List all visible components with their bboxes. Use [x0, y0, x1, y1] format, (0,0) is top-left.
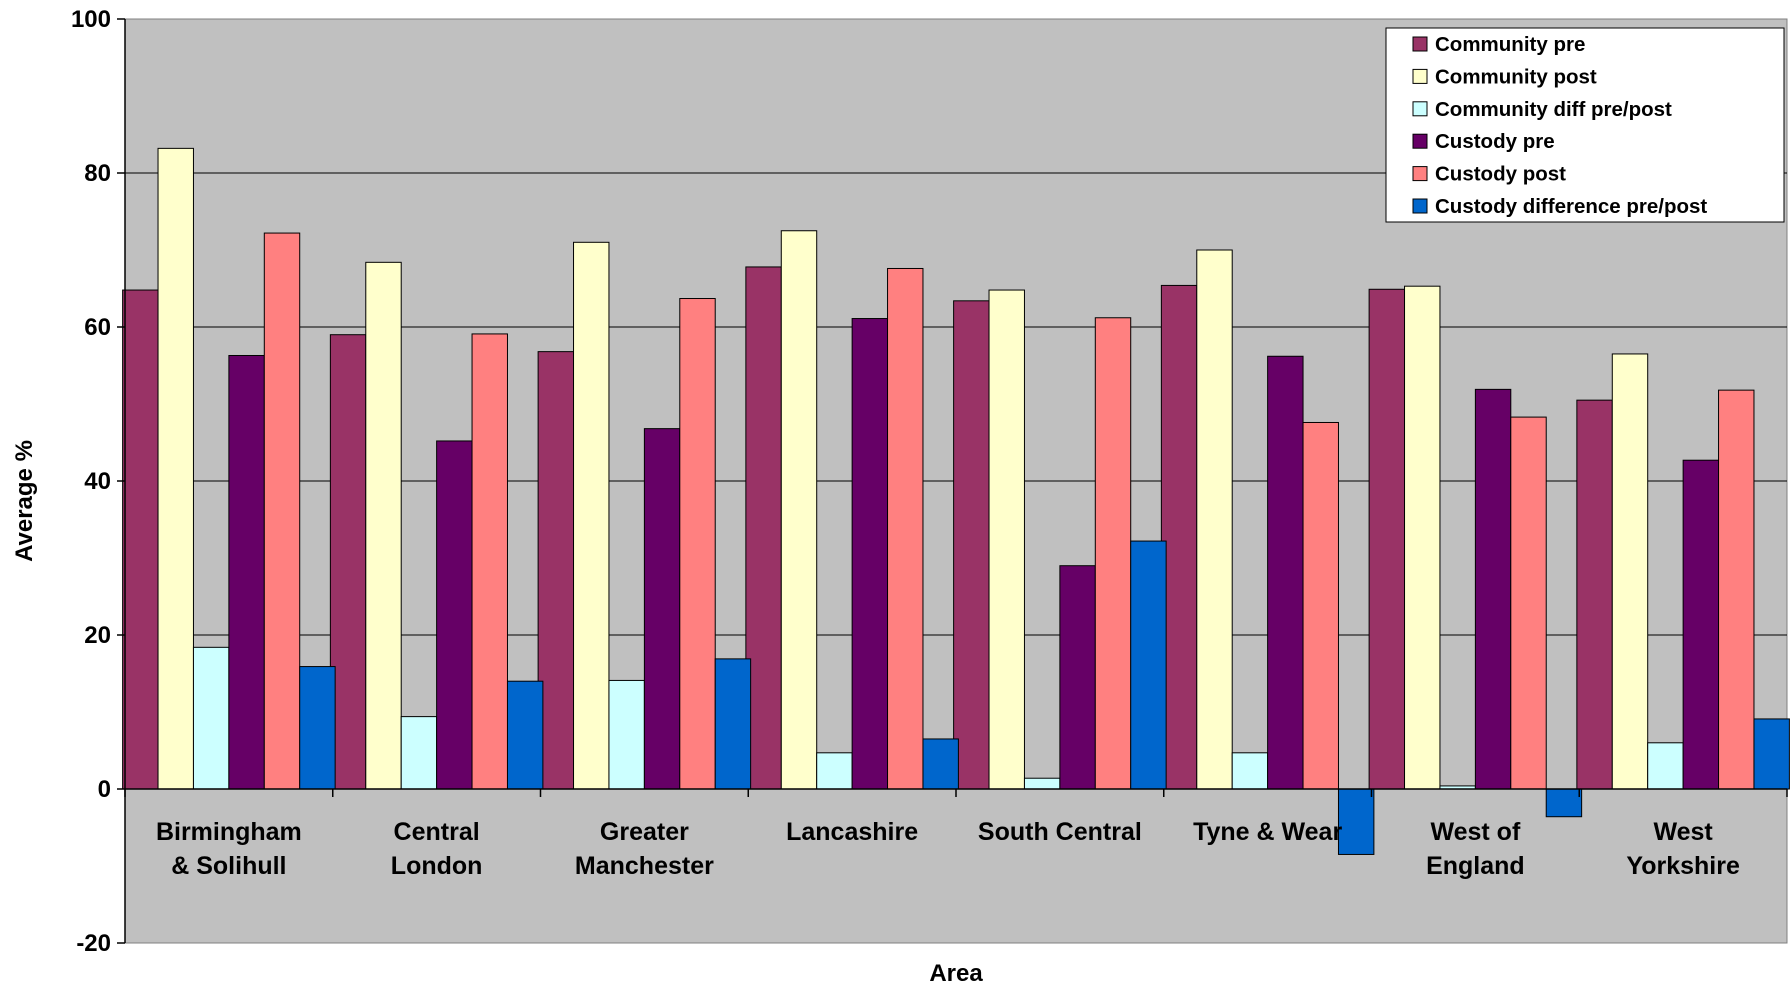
- bar: [573, 241, 610, 790]
- bar: [1302, 421, 1339, 790]
- bar: [329, 334, 367, 790]
- y-tick-label: 60: [84, 314, 111, 341]
- bar: [1474, 388, 1512, 790]
- bar: [922, 738, 959, 790]
- bar: [1718, 389, 1755, 790]
- bar: [1647, 742, 1684, 790]
- legend-swatch: [1412, 133, 1428, 149]
- x-category-label: Yorkshire: [1626, 852, 1740, 880]
- bar: [1059, 565, 1096, 790]
- bar: [643, 428, 681, 790]
- bar: [122, 289, 159, 790]
- y-axis-title: Average %: [11, 440, 38, 562]
- bar: [1267, 355, 1304, 790]
- bar: [1094, 317, 1132, 790]
- bar: [1023, 777, 1061, 790]
- y-tick-label: 20: [84, 622, 111, 649]
- bar: [1196, 249, 1233, 790]
- x-category-label: Greater: [600, 818, 689, 846]
- bar: [436, 440, 473, 790]
- bars: [122, 147, 1790, 855]
- bar: [1545, 788, 1583, 818]
- x-category-label: Lancashire: [786, 818, 918, 846]
- bar: [400, 716, 438, 790]
- bar: [1682, 459, 1720, 790]
- bar: [887, 267, 924, 790]
- bar: [192, 646, 230, 790]
- x-axis-title: Area: [929, 960, 983, 986]
- bar: [537, 351, 575, 790]
- bar: [1130, 540, 1167, 790]
- bar: [299, 666, 336, 790]
- axes: [117, 18, 1788, 944]
- bar: [1231, 752, 1269, 790]
- legend-swatch: [1412, 101, 1428, 117]
- x-category-label: London: [391, 852, 483, 880]
- x-category-label: West: [1653, 818, 1713, 846]
- bar: [1510, 416, 1547, 790]
- bar: [1611, 353, 1649, 790]
- bar: [228, 354, 265, 790]
- bar: [157, 147, 194, 790]
- bar: [851, 318, 889, 790]
- legend: Community pre Community post Community dif…: [1385, 27, 1785, 223]
- x-category-label: South Central: [978, 818, 1142, 846]
- bar: [1576, 399, 1613, 790]
- x-category-label: Birmingham: [156, 818, 302, 846]
- legend-swatch: [1412, 36, 1428, 52]
- x-category-labels: Birmingham & Solihull Central London Greater…: [156, 818, 1740, 880]
- x-category-label: & Solihull: [171, 852, 286, 880]
- bar: [679, 298, 716, 790]
- bar: [780, 230, 818, 790]
- bar: [608, 679, 645, 790]
- bar: [1337, 788, 1375, 855]
- bar: [506, 680, 544, 790]
- bar: [1753, 718, 1790, 790]
- y-tick-label: 40: [84, 468, 111, 495]
- legend-entry: Custody difference pre/post: [1435, 195, 1707, 218]
- x-category-label: Tyne & Wear: [1193, 818, 1342, 846]
- y-tick-labels: -20 0 20 40 60 80 100: [71, 6, 111, 957]
- y-tick-label: 80: [84, 160, 111, 187]
- bar: [1368, 288, 1406, 790]
- legend-swatch: [1412, 68, 1428, 84]
- x-category-label: Manchester: [575, 852, 714, 880]
- bar: [263, 232, 301, 790]
- bar: [816, 752, 853, 790]
- y-tick-label: 0: [98, 776, 111, 803]
- x-category-label: West of: [1430, 818, 1520, 846]
- y-tick-label: 100: [71, 6, 111, 33]
- bar: [1404, 285, 1441, 790]
- x-category-label: Central: [394, 818, 480, 846]
- bar: [365, 261, 402, 790]
- y-tick-label: -20: [76, 930, 111, 957]
- legend-entry: Community post: [1435, 65, 1597, 88]
- bar: [1160, 284, 1198, 790]
- legend-entry: Custody pre: [1435, 130, 1555, 153]
- legend-box: [1385, 27, 1785, 223]
- bar: [988, 289, 1025, 790]
- legend-entry: Community pre: [1435, 33, 1585, 56]
- bar: [745, 266, 782, 790]
- legend-swatch: [1412, 166, 1428, 182]
- bar: [471, 333, 508, 790]
- legend-entry: Community diff pre/post: [1435, 98, 1672, 121]
- x-category-label: England: [1426, 852, 1525, 880]
- legend-entry: Custody post: [1435, 163, 1566, 186]
- bar: [714, 658, 752, 790]
- bar: [953, 300, 990, 790]
- legend-swatch: [1412, 198, 1428, 214]
